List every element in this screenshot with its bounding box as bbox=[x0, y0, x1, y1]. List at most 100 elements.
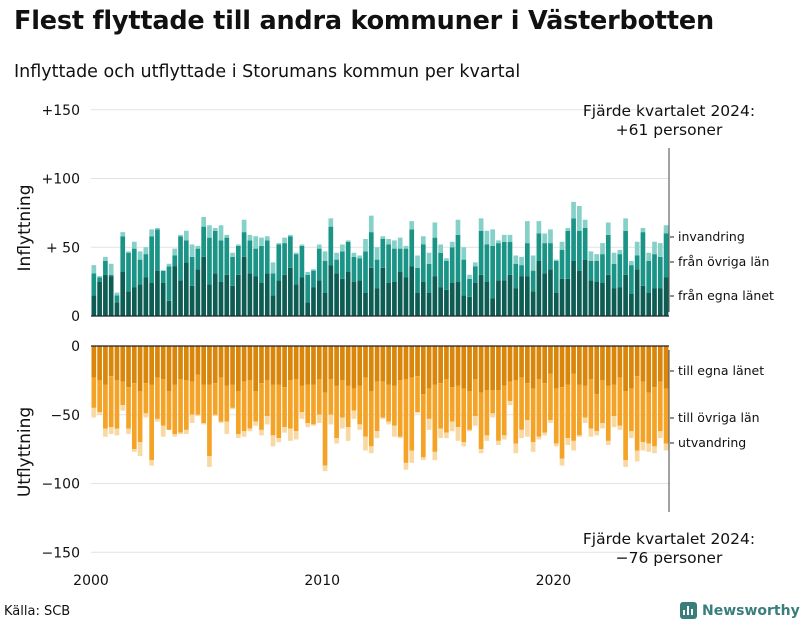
in-other-counties-bar bbox=[97, 277, 102, 282]
out-other-counties-bar bbox=[634, 376, 640, 451]
out-own-county-bar bbox=[617, 346, 623, 378]
emigration-bar bbox=[328, 414, 334, 425]
emigration-bar bbox=[507, 401, 513, 406]
emigration-bar bbox=[600, 423, 605, 429]
in-other-counties-bar bbox=[657, 256, 663, 289]
emigration-bar bbox=[496, 440, 501, 445]
in-own-county-bar bbox=[525, 276, 530, 316]
emigration-bar bbox=[126, 428, 131, 434]
out-own-county-bar bbox=[513, 346, 519, 381]
emigration-bar bbox=[270, 435, 276, 447]
immigration-bar bbox=[530, 255, 536, 271]
emigration-bar bbox=[611, 416, 617, 428]
y-tick-label: 0 bbox=[71, 309, 80, 325]
out-other-counties-bar bbox=[565, 384, 571, 439]
in-own-county-bar bbox=[189, 285, 195, 316]
out-other-counties-bar bbox=[270, 384, 276, 436]
in-own-county-bar bbox=[461, 295, 467, 316]
in-own-county-bar bbox=[149, 283, 154, 316]
out-other-counties-bar bbox=[149, 384, 154, 461]
in-other-counties-bar bbox=[91, 273, 97, 296]
emigration-bar bbox=[553, 443, 559, 447]
immigration-bar bbox=[131, 241, 137, 249]
out-own-county-bar bbox=[472, 346, 478, 379]
y-axis-title-outflow: Utflyttning bbox=[15, 407, 35, 497]
emigration-bar bbox=[155, 418, 160, 422]
emigration-bar bbox=[605, 440, 611, 445]
in-own-county-bar bbox=[207, 284, 212, 316]
out-own-county-bar bbox=[114, 346, 120, 381]
out-own-county-bar bbox=[519, 346, 524, 378]
in-other-counties-bar bbox=[409, 229, 415, 267]
out-own-county-bar bbox=[478, 346, 484, 393]
in-other-counties-bar bbox=[224, 237, 230, 275]
out-own-county-bar bbox=[507, 346, 513, 382]
in-own-county-bar bbox=[155, 270, 160, 316]
out-other-counties-bar bbox=[600, 380, 605, 423]
out-own-county-bar bbox=[334, 346, 339, 386]
in-own-county-bar bbox=[513, 288, 519, 316]
emigration-bar bbox=[484, 435, 490, 441]
in-other-counties-bar bbox=[264, 240, 270, 274]
emigration-bar bbox=[97, 412, 102, 415]
in-own-county-bar bbox=[172, 266, 178, 316]
in-other-counties-bar bbox=[207, 237, 212, 285]
in-other-counties-bar bbox=[103, 261, 108, 275]
out-own-county-bar bbox=[467, 346, 472, 392]
immigration-bar bbox=[91, 265, 97, 274]
immigration-bar bbox=[605, 222, 611, 235]
in-own-county-bar bbox=[594, 281, 600, 316]
out-other-counties-bar bbox=[253, 391, 259, 422]
in-other-counties-bar bbox=[652, 254, 657, 289]
y-tick-label: +150 bbox=[42, 103, 80, 119]
out-other-counties-bar bbox=[282, 387, 287, 428]
immigration-bar bbox=[409, 221, 415, 230]
in-other-counties-bar bbox=[525, 243, 530, 277]
out-other-counties-bar bbox=[259, 383, 264, 430]
out-own-county-bar bbox=[559, 346, 565, 388]
immigration-bar bbox=[114, 292, 120, 296]
in-other-counties-bar bbox=[536, 233, 542, 261]
emigration-bar bbox=[108, 427, 114, 434]
in-other-counties-bar bbox=[183, 240, 189, 263]
out-other-counties-bar bbox=[207, 384, 212, 456]
emigration-bar bbox=[334, 438, 339, 444]
immigration-bar bbox=[334, 252, 339, 260]
immigration-bar bbox=[368, 215, 374, 233]
in-own-county-bar bbox=[270, 295, 276, 316]
in-own-county-bar bbox=[311, 287, 316, 316]
in-other-counties-bar bbox=[455, 234, 461, 282]
immigration-bar bbox=[126, 251, 131, 253]
immigration-bar bbox=[461, 247, 467, 260]
out-own-county-bar bbox=[594, 346, 600, 395]
out-other-counties-bar bbox=[663, 388, 669, 444]
in-other-counties-bar bbox=[351, 256, 357, 282]
out-other-counties-bar bbox=[322, 392, 328, 466]
out-other-counties-bar bbox=[444, 379, 449, 433]
out-other-counties-bar bbox=[108, 376, 114, 428]
out-other-counties-bar bbox=[617, 377, 623, 426]
immigration-bar bbox=[392, 240, 397, 249]
immigration-bar bbox=[501, 234, 507, 242]
chart-labels: +150 +100 + 50 0 −50 −100 −150 0 2000 2010 2020 Inf… bbox=[15, 102, 774, 589]
out-own-county-bar bbox=[155, 346, 160, 378]
emigration-bar bbox=[588, 428, 594, 437]
out-other-counties-bar bbox=[241, 381, 247, 432]
y-tick-label: + 50 bbox=[46, 240, 80, 256]
emigration-bar bbox=[565, 438, 571, 445]
in-other-counties-bar bbox=[397, 248, 403, 272]
emigration-bar bbox=[467, 429, 472, 432]
out-own-county-bar bbox=[351, 346, 357, 389]
out-other-counties-bar bbox=[472, 379, 478, 417]
immigration-bar bbox=[600, 243, 605, 255]
in-other-counties-bar bbox=[611, 263, 617, 289]
in-other-counties-bar bbox=[519, 265, 524, 277]
in-other-counties-bar bbox=[253, 248, 259, 277]
emigration-bar bbox=[178, 432, 183, 434]
in-own-county-bar bbox=[438, 287, 443, 316]
out-own-county-bar bbox=[316, 346, 322, 379]
in-other-counties-bar bbox=[386, 244, 391, 283]
immigration-bar bbox=[484, 230, 490, 245]
newsworthy-logo: Newsworthy bbox=[680, 602, 800, 619]
in-other-counties-bar bbox=[137, 259, 143, 285]
